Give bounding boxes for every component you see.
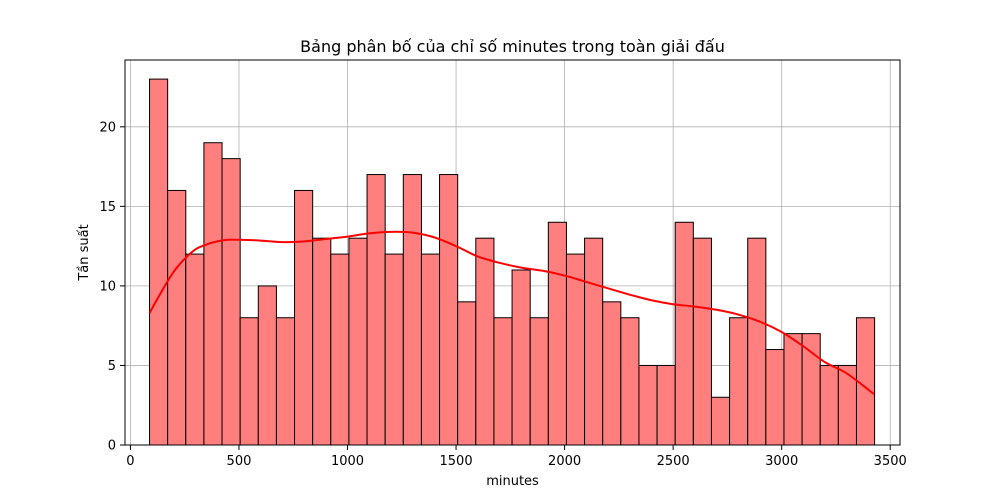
kde-line: [148, 230, 875, 395]
histogram-bar: [493, 317, 513, 446]
x-tick-label: 3500: [874, 454, 907, 469]
y-axis-title: Tần suất: [77, 224, 92, 281]
histogram-bar: [529, 317, 549, 446]
histogram-bar: [801, 333, 821, 446]
x-tick-label: 2000: [548, 454, 581, 469]
x-tick-label: 2500: [657, 454, 690, 469]
histogram-bar: [674, 221, 694, 446]
histogram-bar: [348, 237, 368, 446]
histogram-bar: [584, 237, 604, 446]
y-tick-label: 15: [99, 200, 116, 215]
histogram-bar: [203, 142, 223, 446]
y-tick-label: 20: [99, 120, 116, 135]
histogram-bar: [149, 78, 169, 446]
x-tick-label: 1000: [331, 454, 364, 469]
kde-layer: [148, 230, 875, 395]
x-axis-title: minutes: [486, 474, 539, 489]
y-tick-label: 0: [108, 439, 116, 454]
histogram-bar: [294, 189, 314, 446]
histogram-bar: [638, 364, 658, 446]
histogram-bar: [239, 317, 259, 446]
histogram-bar: [221, 158, 241, 446]
y-tick-label: 5: [108, 359, 116, 374]
histogram-bar: [402, 174, 422, 446]
bars-layer: [149, 78, 876, 446]
ticks-layer: 0 500 1000 1500 2000 2500 3000 3500 0 5 10 15 20: [99, 120, 906, 469]
x-tick-label: 500: [227, 454, 252, 469]
histogram-bar: [783, 333, 803, 446]
plot-frame: [124, 59, 901, 446]
histogram-bar: [565, 253, 586, 446]
histogram-bar: [819, 364, 839, 446]
histogram-bar: [275, 317, 296, 446]
histogram-bar: [602, 301, 622, 446]
histogram-bar: [420, 253, 441, 446]
histogram-bar: [656, 364, 676, 446]
histogram-bar: [457, 301, 477, 446]
histogram-bar: [330, 253, 350, 446]
x-tick-label: 3000: [765, 454, 798, 469]
y-tick-label: 10: [99, 279, 116, 294]
histogram-bar: [384, 253, 404, 446]
histogram-bar: [511, 269, 531, 446]
x-tick-label: 0: [126, 454, 134, 469]
histogram-bar: [765, 349, 785, 446]
histogram-bar: [547, 221, 567, 446]
histogram-bar: [439, 174, 459, 446]
histogram-bar: [167, 189, 187, 446]
chart-title: Bảng phân bố của chỉ số minutes trong to…: [300, 37, 725, 56]
histogram-bar: [620, 317, 640, 446]
histogram-bar: [257, 285, 277, 446]
histogram-bar: [692, 237, 712, 446]
histogram-bar: [312, 237, 332, 446]
histogram-bar: [185, 253, 205, 446]
x-tick-label: 1500: [440, 454, 473, 469]
histogram-bar: [366, 174, 386, 446]
histogram-bar: [729, 317, 749, 446]
histogram-bar: [475, 237, 495, 446]
histogram-bar: [747, 237, 767, 446]
histogram-bar: [710, 396, 731, 446]
